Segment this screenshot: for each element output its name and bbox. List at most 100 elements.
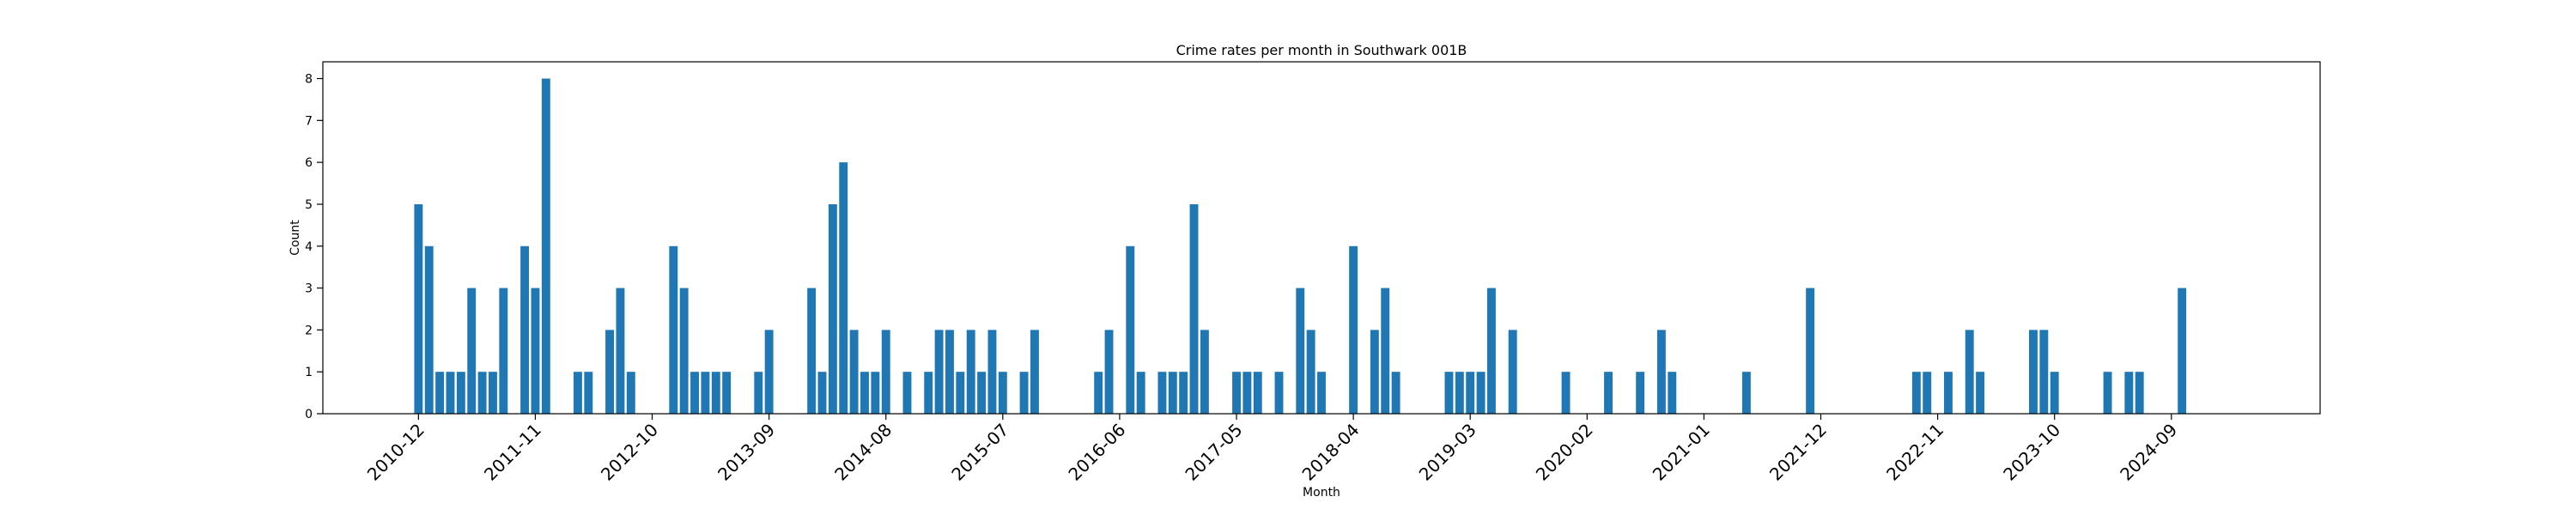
x-tick-label: 2019-03	[1415, 420, 1480, 485]
bar-2011-06	[477, 372, 487, 414]
bar-2012-06	[605, 330, 614, 414]
bar-2016-05	[1104, 330, 1114, 414]
bar-2015-06	[987, 330, 997, 414]
bar-2022-09	[1911, 372, 1921, 414]
x-tick-label: 2015-07	[947, 420, 1012, 485]
bar-2018-07	[1381, 288, 1390, 414]
y-tick-label: 3	[305, 282, 313, 296]
chart-title: Crime rates per month in Southwark 001B	[1176, 42, 1467, 58]
y-tick-label: 2	[305, 324, 313, 337]
bar-2023-09	[2039, 330, 2049, 414]
bar-2011-10	[520, 245, 530, 414]
bar-2014-10	[902, 372, 912, 414]
bar-2014-08	[881, 330, 890, 414]
x-tick-label: 2021-01	[1649, 420, 1714, 485]
x-tick-label: 2023-10	[1999, 420, 2064, 485]
bar-2021-11	[1806, 288, 1815, 414]
x-axis-label: Month	[1303, 486, 1340, 500]
bar-2019-02	[1455, 372, 1464, 414]
x-tick-label: 2013-09	[714, 420, 779, 485]
bar-2011-03	[446, 372, 455, 414]
bar-2023-03	[1976, 372, 1985, 414]
bar-2014-07	[871, 372, 880, 414]
x-tick-label: 2020-02	[1532, 420, 1597, 485]
bar-2016-07	[1126, 245, 1135, 414]
bar-2017-09	[1274, 372, 1284, 414]
x-tick-label: 2017-05	[1181, 420, 1246, 485]
bar-2023-08	[2029, 330, 2038, 414]
x-tick-label: 2012-10	[597, 420, 662, 485]
bar-2010-12	[414, 203, 423, 414]
bar-2016-11	[1168, 372, 1177, 414]
bar-2017-01	[1189, 203, 1199, 414]
x-tick-label: 2024-09	[2116, 420, 2181, 485]
y-tick-label: 8	[305, 73, 313, 87]
bar-2012-12	[669, 245, 678, 414]
y-axis: 0 1 2 3 4 5 6 7 8	[305, 73, 323, 421]
x-tick-label: 2011-11	[480, 420, 545, 485]
bar-2017-02	[1200, 330, 1209, 414]
bar-2024-10	[2178, 288, 2187, 414]
bar-2011-08	[499, 288, 508, 414]
y-axis-label: Count	[289, 220, 302, 256]
bar-2011-11	[531, 288, 540, 414]
bar-2013-02	[690, 372, 699, 414]
bar-2024-06	[2135, 372, 2144, 414]
bar-2017-07	[1253, 372, 1262, 414]
bars	[414, 78, 2187, 415]
bar-2020-10	[1668, 372, 1677, 414]
bar-2015-07	[998, 372, 1007, 414]
y-tick-label: 0	[305, 408, 313, 421]
bar-2012-04	[584, 372, 593, 414]
bar-2018-01	[1317, 372, 1326, 414]
bar-2019-07	[1508, 330, 1517, 414]
bar-2024-05	[2124, 372, 2134, 414]
bar-2014-12	[924, 372, 933, 414]
bar-2013-09	[764, 330, 774, 414]
bar-2017-12	[1306, 330, 1315, 414]
bar-2018-08	[1391, 372, 1400, 414]
bar-2013-04	[711, 372, 720, 414]
y-tick-label: 6	[305, 156, 313, 170]
bar-2015-05	[977, 372, 987, 414]
x-tick-label: 2018-04	[1298, 420, 1364, 485]
bar-2019-01	[1444, 372, 1454, 414]
bar-2018-06	[1370, 330, 1379, 414]
bar-2013-01	[679, 288, 689, 414]
bar-2016-12	[1179, 372, 1188, 414]
x-tick-label: 2014-08	[830, 420, 896, 485]
bar-2013-08	[754, 372, 763, 414]
bar-2017-06	[1242, 372, 1252, 414]
y-tick-label: 1	[305, 366, 313, 379]
x-tick-label: 2021-12	[1765, 420, 1831, 485]
x-tick-label: 2022-11	[1882, 420, 1947, 485]
y-tick-label: 5	[305, 198, 313, 212]
bar-2016-04	[1094, 372, 1103, 414]
bar-2014-06	[860, 372, 869, 414]
bar-2016-10	[1157, 372, 1167, 414]
bar-2015-09	[1019, 372, 1029, 414]
bar-2021-05	[1741, 372, 1751, 414]
bar-2015-03	[956, 372, 965, 414]
x-tick-label: 2016-06	[1064, 420, 1129, 485]
bar-2023-02	[1965, 330, 1974, 414]
bar-2014-04	[839, 162, 848, 414]
bar-2012-07	[616, 288, 625, 414]
y-tick-label: 7	[305, 114, 313, 128]
x-axis: 2010-12 2011-11 2012-10 2013-09 2014-08 2015-…	[363, 414, 2181, 485]
bar-2017-11	[1296, 288, 1305, 414]
bar-2011-12	[541, 78, 550, 415]
bar-2015-01	[934, 330, 944, 414]
bar-2023-10	[2050, 372, 2059, 414]
bar-2015-02	[945, 330, 954, 414]
bar-2011-04	[456, 372, 465, 414]
bar-2024-03	[2103, 372, 2112, 414]
bar-2014-01	[807, 288, 817, 414]
bar-2014-02	[817, 372, 827, 414]
plot-frame	[322, 61, 2321, 415]
bar-2019-05	[1487, 288, 1496, 414]
bar-2011-02	[435, 372, 445, 414]
bar-2019-03	[1466, 372, 1475, 414]
